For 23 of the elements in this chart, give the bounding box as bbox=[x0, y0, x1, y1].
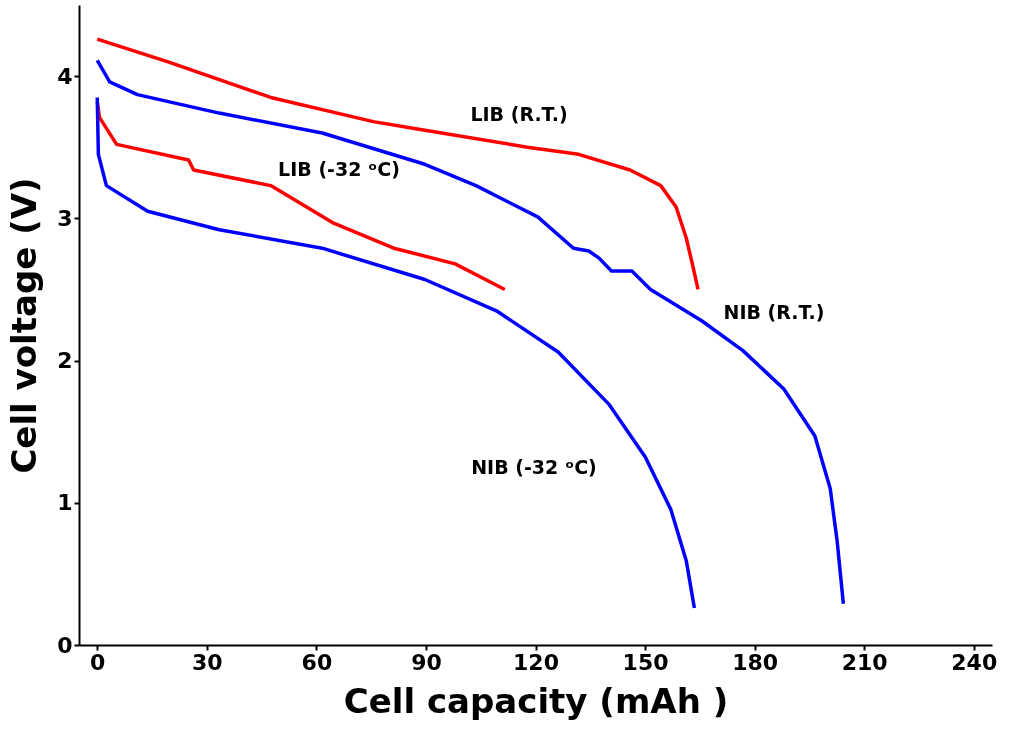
y-tick-label: 1 bbox=[57, 490, 73, 516]
x-tick-label: 150 bbox=[622, 649, 669, 675]
x-tick-label: 180 bbox=[732, 649, 779, 675]
y-axis-title: Cell voltage (V) bbox=[4, 177, 45, 474]
x-tick-label: 240 bbox=[951, 649, 998, 675]
x-tick-label: 60 bbox=[301, 649, 333, 675]
annotation: NIB (R.T.) bbox=[723, 301, 825, 323]
y-tick-label: 0 bbox=[57, 632, 73, 658]
annotation: LIB (-32 ᵒC) bbox=[278, 158, 400, 180]
y-tick-label: 3 bbox=[57, 205, 73, 231]
x-tick-label: 90 bbox=[411, 649, 442, 675]
x-tick-label: 0 bbox=[90, 649, 106, 675]
x-tick-label: 30 bbox=[192, 649, 223, 675]
annotation: LIB (R.T.) bbox=[470, 103, 568, 125]
line-series bbox=[95, 37, 700, 292]
x-tick-label: 210 bbox=[841, 649, 888, 675]
line-series bbox=[95, 58, 846, 606]
x-axis-title: Cell capacity (mAh ) bbox=[343, 680, 729, 721]
y-tick-label: 4 bbox=[57, 63, 73, 89]
y-tick-label: 2 bbox=[57, 348, 73, 374]
line-series bbox=[95, 95, 697, 610]
annotation: NIB (-32 ᵒC) bbox=[471, 456, 597, 478]
x-tick-label: 120 bbox=[513, 649, 559, 675]
